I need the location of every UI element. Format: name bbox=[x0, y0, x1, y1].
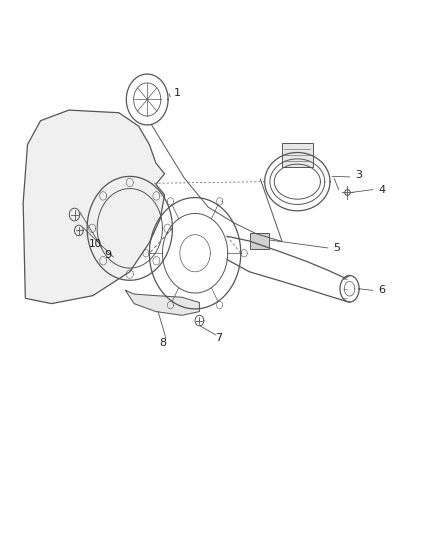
Text: 5: 5 bbox=[333, 243, 340, 253]
Text: 7: 7 bbox=[215, 333, 223, 343]
Text: 8: 8 bbox=[159, 338, 166, 349]
Polygon shape bbox=[125, 290, 199, 316]
Bar bbox=[282, 143, 313, 167]
Text: 4: 4 bbox=[378, 184, 386, 195]
Text: 9: 9 bbox=[104, 250, 112, 260]
Text: 6: 6 bbox=[379, 285, 386, 295]
Text: 1: 1 bbox=[174, 87, 181, 98]
Bar bbox=[251, 233, 269, 249]
Polygon shape bbox=[23, 110, 165, 304]
Text: 3: 3 bbox=[355, 171, 362, 180]
Text: 10: 10 bbox=[88, 239, 102, 249]
